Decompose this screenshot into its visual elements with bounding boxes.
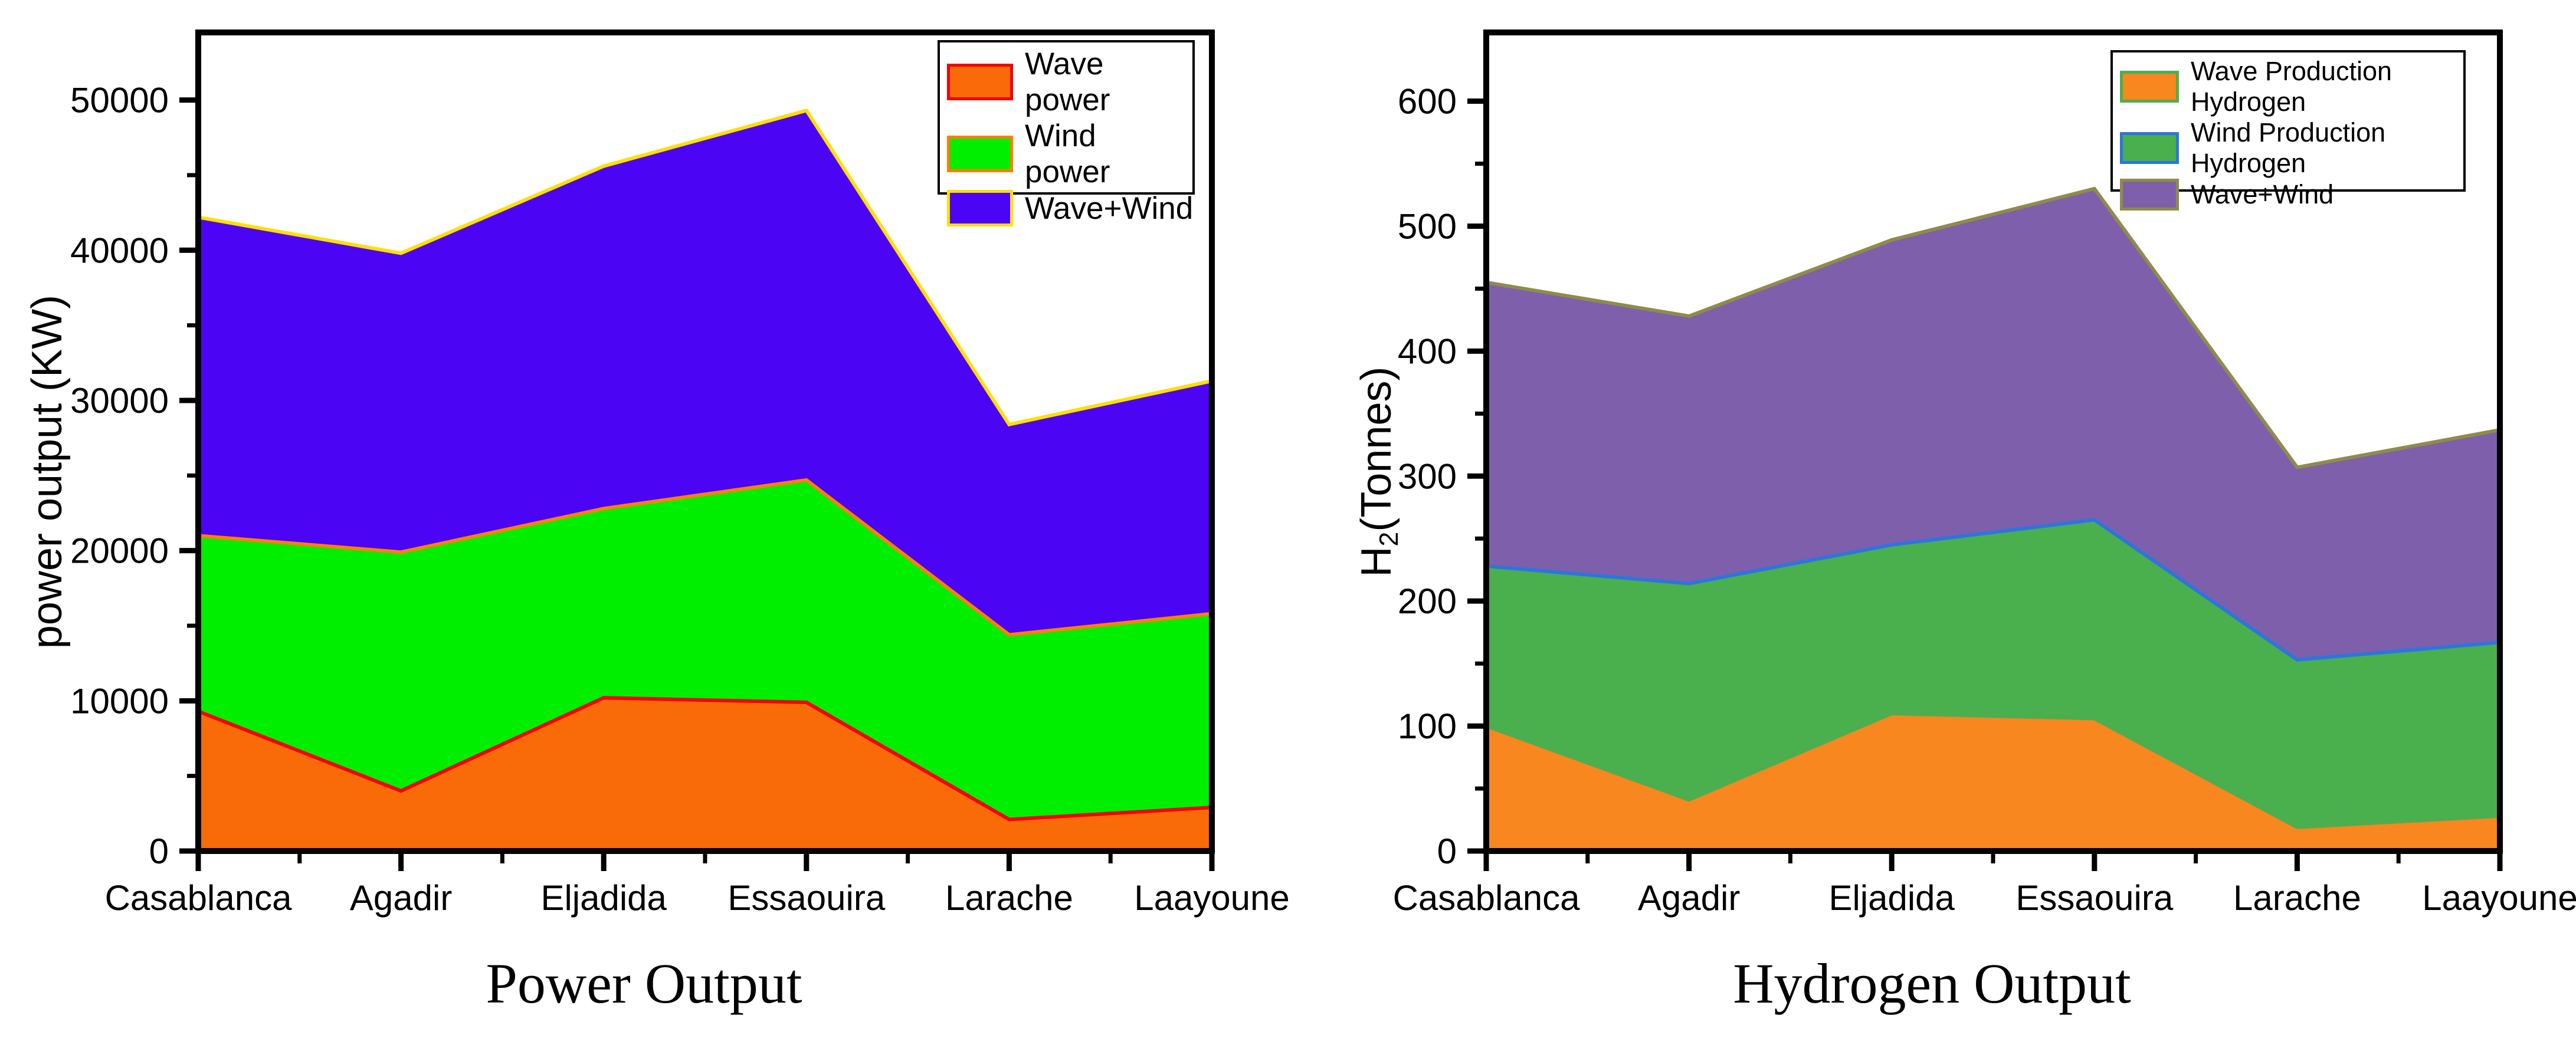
y-label-subscript: 2	[1375, 531, 1404, 547]
legend-label: Wave Production Hydrogen	[2191, 56, 2392, 117]
x-tick-label: Essaouira	[727, 878, 885, 918]
plot-frame	[1483, 29, 2503, 854]
legend-label: Wind Production Hydrogen	[2191, 117, 2386, 178]
y-tick-label: 0	[149, 832, 169, 871]
x-tick-label: Agadir	[350, 878, 452, 918]
legend-item-wave-wind: Wave+Wind	[2120, 179, 2456, 211]
x-tick-label: Larache	[945, 878, 1073, 918]
y-tick-label: 500	[1398, 206, 1457, 246]
y-tick-label: 600	[1398, 82, 1457, 121]
hydrogen-plot: 0 100 200 300 400 500 600 Casablanca Agadir Eljad…	[1393, 29, 2576, 918]
x-tick-label: Casablanca	[105, 878, 293, 918]
y-tick-label: 20000	[70, 531, 169, 571]
hydrogen-output-chart: 0 100 200 300 400 500 600 Casablanca Agadir Eljad…	[1288, 0, 2576, 1048]
legend-label: Wind power	[1025, 119, 1110, 189]
power-legend: Wave power Wind power Wave+Wind	[938, 40, 1195, 226]
y-tick-label: 40000	[70, 231, 169, 270]
legend-swatch-wave-wind	[947, 190, 1013, 226]
legend-label: Wave+Wind	[2191, 179, 2334, 209]
x-tick-label: Eljadida	[1828, 878, 1955, 918]
x-tick-label: Casablanca	[1393, 878, 1581, 918]
legend-item-wave-production-hydrogen: Wave Production Hydrogen	[2120, 56, 2456, 117]
y-tick-label: 200	[1398, 582, 1457, 621]
legend-label: Wave power	[1025, 47, 1110, 117]
legend-item-wave-power: Wave power	[947, 46, 1185, 118]
x-tick-label: Agadir	[1638, 878, 1740, 918]
legend-swatch-wind-production-hydrogen	[2120, 132, 2179, 164]
legend-item-wave-wind: Wave+Wind	[947, 190, 1193, 226]
y-tick-label: 50000	[70, 81, 169, 120]
x-tick-label: Laayoune	[1134, 878, 1290, 918]
x-tick-label: Eljadida	[540, 878, 667, 918]
hydrogen-legend: Wave Production Hydrogen Wind Production …	[2110, 50, 2466, 211]
y-tick-label: 30000	[70, 381, 169, 420]
hydrogen-chart-title: Hydrogen Output	[1733, 952, 2131, 1015]
y-label-text: power output (KW)	[24, 294, 71, 649]
y-tick-label: 0	[1437, 832, 1457, 871]
legend-swatch-wave-wind	[2120, 179, 2179, 211]
legend-swatch-wave-power	[947, 64, 1013, 100]
x-tick-label: Laayoune	[2422, 878, 2576, 918]
legend-item-wind-production-hydrogen: Wind Production Hydrogen	[2120, 117, 2456, 179]
legend-label: Wave+Wind	[1025, 190, 1194, 226]
legend-swatch-wave-production-hydrogen	[2120, 71, 2179, 103]
y-label-text: H	[1353, 546, 1400, 577]
x-tick-label: Larache	[2233, 878, 2361, 918]
plot-frame	[195, 29, 1215, 854]
hydrogen-y-axis-label: H2(Tonnes)	[1352, 366, 1404, 577]
power-chart-title: Power Output	[486, 952, 802, 1015]
y-label-text-2: (Tonnes)	[1353, 366, 1400, 532]
y-tick-label: 300	[1398, 456, 1457, 496]
y-tick-label: 100	[1398, 707, 1457, 746]
legend-item-wind-power: Wind power	[947, 118, 1185, 190]
x-tick-label: Essaouira	[2015, 878, 2173, 918]
y-tick-label: 400	[1398, 331, 1457, 371]
legend-swatch-wind-power	[947, 136, 1013, 172]
power-output-chart: 0 10000 20000 30000 40000 50000 Casablanca Agad…	[23, 29, 1290, 1015]
power-y-axis-label: power output (KW)	[23, 295, 71, 649]
power-plot: 0 10000 20000 30000 40000 50000 Casablanca Agad…	[70, 29, 1290, 918]
y-tick-label: 10000	[70, 681, 169, 721]
